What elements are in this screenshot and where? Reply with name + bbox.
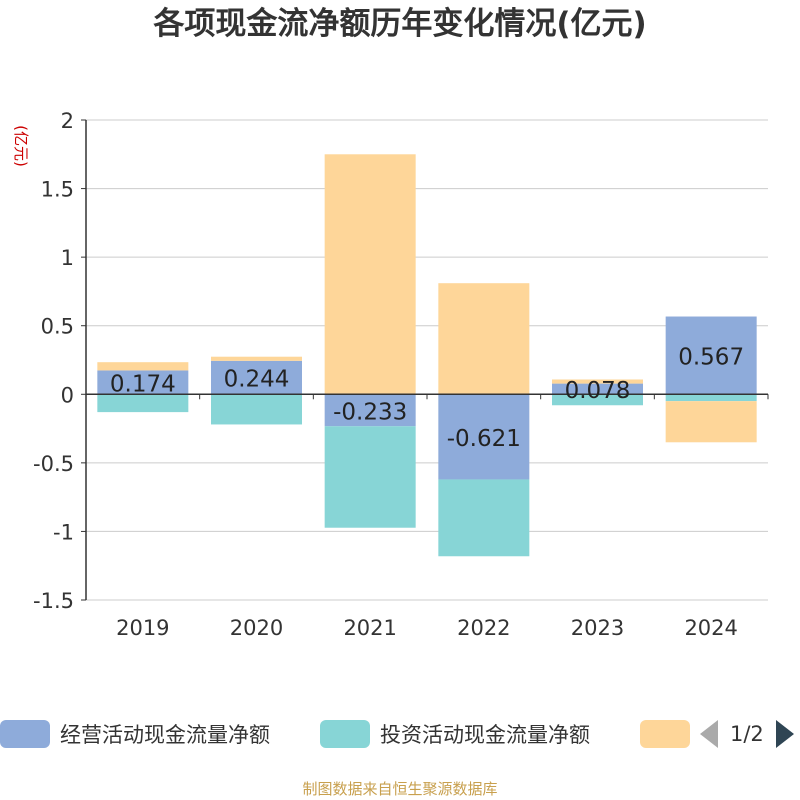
bar-series-2-2023 xyxy=(552,379,643,384)
legend-next-arrow-icon[interactable] xyxy=(775,720,794,748)
data-source-note: 制图数据来自恒生聚源数据库 xyxy=(302,780,498,798)
bar-series-0-2021 xyxy=(324,394,416,427)
bar-series-1-2023 xyxy=(552,394,643,406)
y-tick-label: 2 xyxy=(61,109,74,133)
x-tick-label: 2021 xyxy=(343,616,396,640)
x-tick-label: 2024 xyxy=(684,616,737,640)
legend-prev-arrow-icon[interactable] xyxy=(700,720,718,748)
data-label: 0.078 xyxy=(565,378,631,404)
chart-title: 各项现金流净额历年变化情况(亿元) xyxy=(153,6,647,42)
legend-item-operating[interactable]: 经营活动现金流量净额 xyxy=(0,718,270,750)
legend-swatch-third xyxy=(640,720,690,748)
y-axis-title: (亿元) xyxy=(12,125,30,167)
data-label: 0.244 xyxy=(224,367,290,393)
bar-series-1-2019 xyxy=(97,394,189,413)
legend-label-operating: 经营活动现金流量净额 xyxy=(60,723,270,747)
bar-series-0-2024 xyxy=(665,316,757,395)
data-label: 0.567 xyxy=(678,344,744,370)
bar-series-2-2019 xyxy=(97,362,189,371)
x-tick-label: 2023 xyxy=(571,616,624,640)
bar-series-2-2024 xyxy=(665,401,757,443)
x-tick-label: 2019 xyxy=(116,616,169,640)
bar-series-2-2022 xyxy=(438,283,530,395)
legend-swatch-operating xyxy=(0,720,50,748)
bar-series-0-2022 xyxy=(438,394,530,480)
y-tick-label: -1.5 xyxy=(33,589,74,613)
legend-swatch-investing xyxy=(320,720,370,748)
data-label: 0.174 xyxy=(110,371,176,397)
y-tick-label: -0.5 xyxy=(33,452,74,476)
y-tick-label: 0.5 xyxy=(41,315,74,339)
x-tick-label: 2020 xyxy=(230,616,283,640)
bar-chart: 2 1.5 1 0.5 0 -0.5 -1 -1.5 (亿元) 2019 2020 2021 2022 2… xyxy=(12,109,769,640)
bar-series-1-2024 xyxy=(665,394,757,402)
bar-series-2-2021 xyxy=(324,154,416,395)
legend-item-third[interactable] xyxy=(640,718,700,750)
y-tick-label: 0 xyxy=(61,383,74,407)
bar-series-1-2022 xyxy=(438,479,530,557)
legend-item-investing[interactable]: 投资活动现金流量净额 xyxy=(320,718,590,750)
legend-pager: 1/2 xyxy=(700,718,794,750)
y-tick-label: 1 xyxy=(61,246,74,270)
data-label: -0.621 xyxy=(447,426,521,452)
bar-series-2-2020 xyxy=(211,356,302,361)
y-tick-label: -1 xyxy=(53,520,74,544)
bar-series-0-2020 xyxy=(211,360,302,395)
data-label: -0.233 xyxy=(333,399,407,425)
bar-series-1-2021 xyxy=(324,426,416,528)
bar-series-1-2020 xyxy=(211,394,302,425)
bar-series-0-2023 xyxy=(552,383,643,395)
legend-page-indicator: 1/2 xyxy=(730,722,764,746)
y-tick-label: 1.5 xyxy=(41,178,74,202)
legend-label-investing: 投资活动现金流量净额 xyxy=(380,723,590,747)
bar-series-0-2019 xyxy=(97,370,189,395)
x-tick-label: 2022 xyxy=(457,616,510,640)
